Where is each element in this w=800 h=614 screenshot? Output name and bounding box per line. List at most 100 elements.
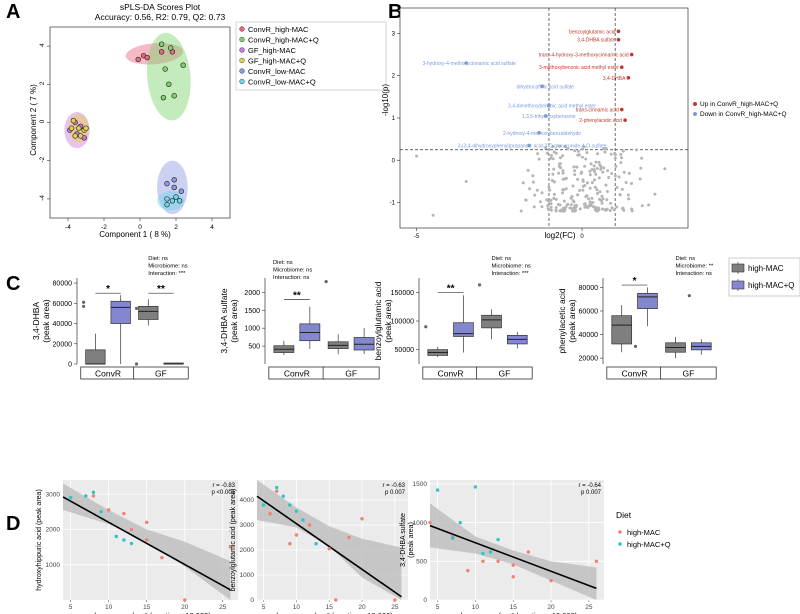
legend-marker-down [693,112,697,116]
high-mac-q-point [450,536,455,540]
legend-label: high-MAC+Q [748,281,794,290]
ns-point [604,208,608,212]
ns-point [552,192,556,196]
confidence-ellipse-2 [146,32,191,121]
ns-point [626,193,630,197]
high-mac-q-point [129,541,134,546]
ns-point [563,177,567,181]
ns-point [538,200,542,204]
high-mac-point [511,563,515,567]
score-point [158,41,165,47]
x-axis-label: plaque area (µm² / section x 10,000) [457,611,578,614]
group-label-box [322,366,380,380]
legend-box-key [731,263,745,273]
ns-point [583,164,587,168]
ns-point [604,183,608,187]
ns-point [594,160,598,164]
outlier-point [134,306,139,310]
ns-point [591,205,595,209]
high-mac-point [481,559,485,563]
panel-a-ylabel: Component 2 ( 7 %) [29,84,38,156]
high-mac-point [327,547,331,551]
panel-label-b: B [388,1,402,23]
ns-point [605,190,609,194]
legend-label-down: Down in ConvR_high-MAC+Q [700,111,787,118]
ns-point [559,209,563,213]
group-label: ConvR [284,369,310,379]
y-tick-label: 20000 [579,356,599,363]
ns-point [558,156,562,160]
ns-point [415,154,419,158]
stats-annotation: Interaction: ns [273,275,310,281]
stats-annotation: Microbiome: ** [676,264,714,270]
panel-label-a: A [6,1,20,23]
high-mac-point [144,538,149,542]
ns-point [564,187,568,191]
ns-point [563,209,567,213]
group-label: GF [499,369,511,379]
ns-point [540,191,544,195]
ns-point [536,152,540,156]
down-point-label: 3,4-dimethoxybenzoic acid methyl ester [508,103,596,109]
y-axis-label: benzoylglutamic acid (peak area) [230,489,237,592]
x-tick-label: 25 [585,604,593,611]
ns-point [562,188,566,192]
high-mac-point [106,508,111,512]
ns-point [549,205,553,209]
ns-point [547,188,551,192]
panel-a-plot-frame [49,26,231,219]
x-axis-label: plaque area (µm² / section x 10,000) [272,611,393,614]
y-tick-label: 0 [68,362,72,369]
ns-point [612,208,616,212]
score-point [171,184,177,191]
ns-point [613,174,617,178]
ns-point [587,197,591,201]
panel-a-legend-box [235,21,387,91]
ns-point [547,185,551,189]
ns-point [583,202,587,206]
box [481,314,502,329]
ns-point [617,175,621,179]
ns-point [609,152,613,156]
score-point [164,180,170,187]
score-point [68,125,75,131]
up-point-label: 3,4-DHBA [603,76,626,82]
high-mac-q-point [91,490,96,495]
ns-point [663,167,667,171]
high-mac-q-point [435,488,440,492]
y-tick-label: 50000 [395,347,415,354]
high-mac-q-point [99,510,103,514]
legend-label: ConvR_low-MAC+Q [248,78,316,87]
outlier-point [82,304,86,308]
confidence-band [430,503,597,600]
x-tick-label: 25 [391,604,399,611]
ns-point [581,147,585,151]
score-point [164,201,170,208]
ns-point [431,213,435,217]
stats-annotation: Diet: ns [676,256,696,262]
down-point [464,61,469,65]
ns-point [592,178,596,182]
x-tick-label: 4 [210,224,214,231]
group-label: GF [345,369,357,379]
ns-point [647,203,651,207]
ns-point [595,208,599,212]
ns-point [578,188,582,192]
confidence-band [257,480,402,600]
ns-point [640,204,644,208]
x-tick-label: 0 [580,234,584,240]
ns-point [613,156,617,160]
ns-point [624,181,628,185]
ns-point [551,144,555,148]
legend-label: ConvR_high-MAC [248,25,309,34]
high-mac-point [183,598,187,602]
ns-point [563,144,567,148]
x-tick-label: 15 [510,604,518,611]
box [637,292,658,309]
ns-point [588,200,592,204]
high-mac-q-point [496,537,500,542]
score-point [164,196,170,202]
high-mac-point [347,535,351,540]
down-point-label: 3-hydroxy-4-methoxycinnamic acid sulfate [423,61,517,67]
